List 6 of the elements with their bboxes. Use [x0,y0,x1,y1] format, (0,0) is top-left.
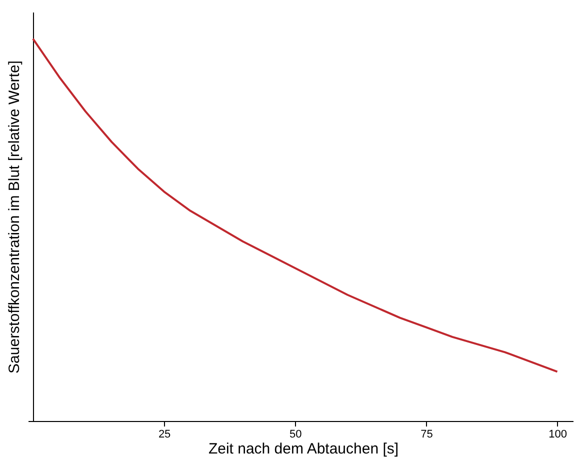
x-tick-label: 25 [158,428,171,440]
x-tick-label: 100 [548,428,567,440]
x-axis-title: Zeit nach dem Abtauchen [s] [208,440,399,458]
y-axis-title: Sauerstoffkonzentration im Blut [relative Werte] [6,60,23,374]
x-tick-label: 75 [420,428,433,440]
x-tick-label: 50 [290,428,302,440]
